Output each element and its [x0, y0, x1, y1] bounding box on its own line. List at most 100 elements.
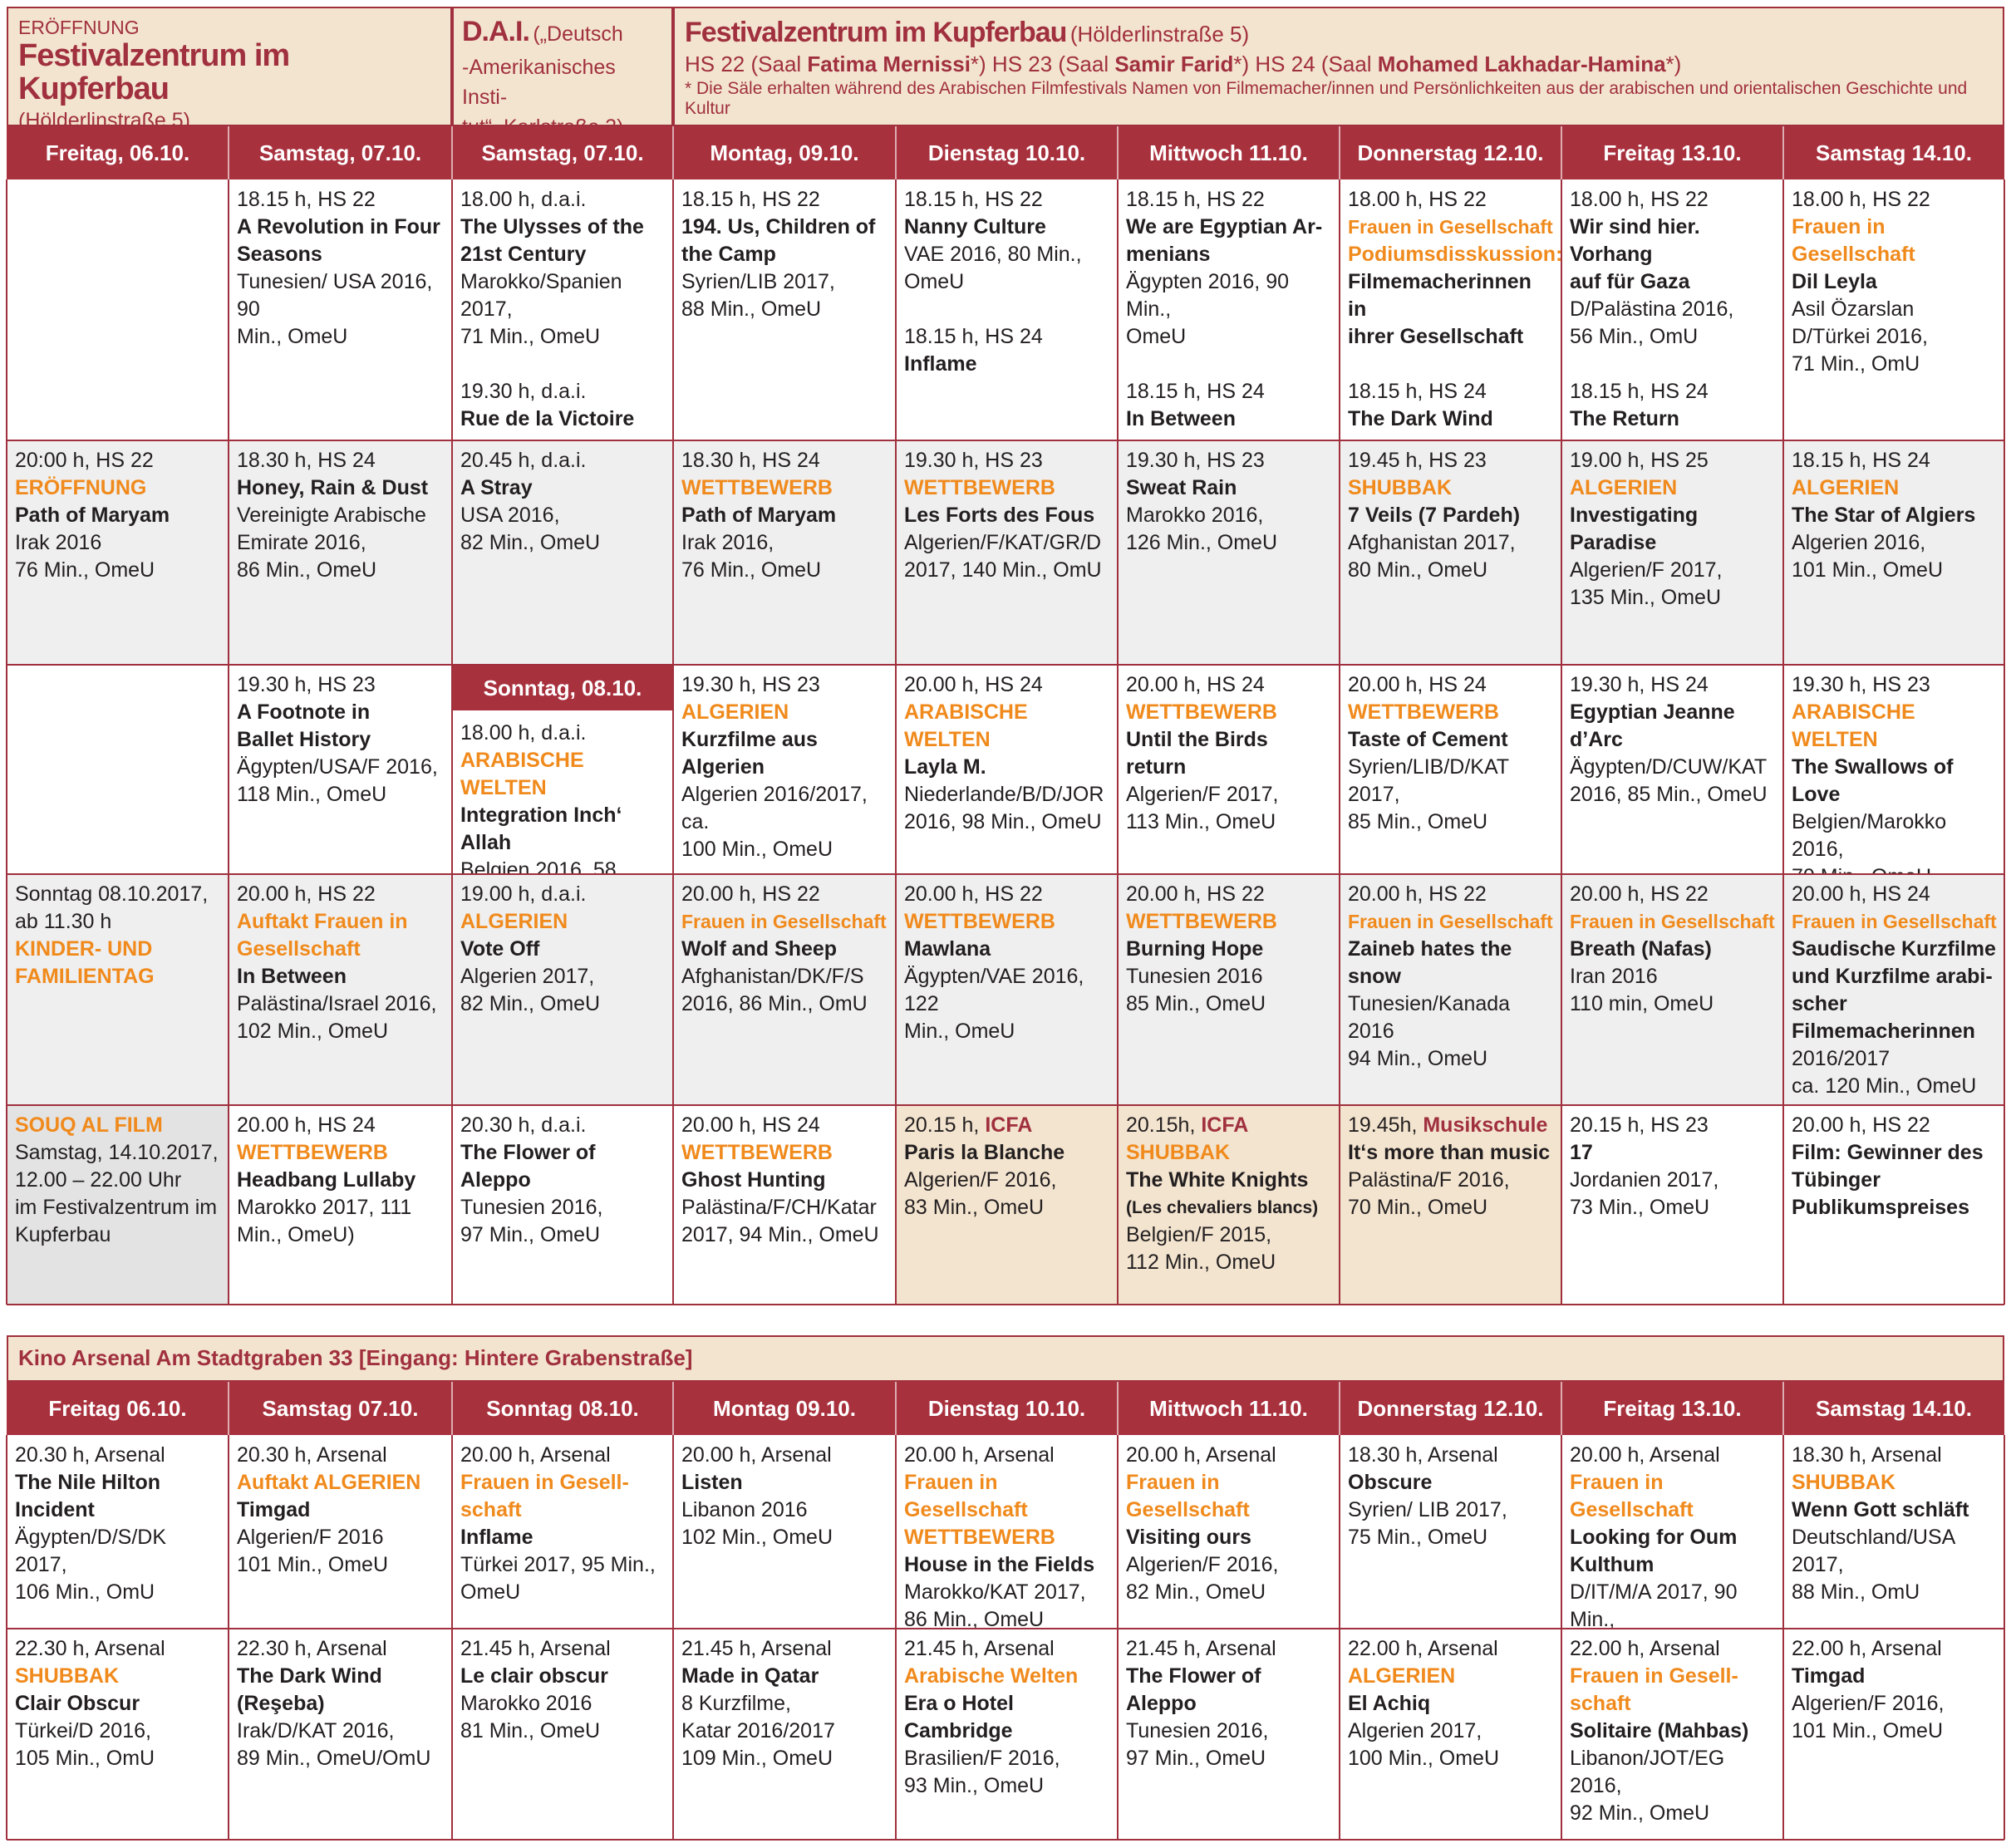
program-cell: 18.00 h, d.a.i. The Ulysses of the 21st Ce…: [452, 179, 673, 440]
grid-line: [1339, 1435, 1340, 1840]
section-label: WETTBEWERB: [237, 1141, 388, 1164]
spacer: [1126, 351, 1333, 378]
film-info: 2017, 140 Min., OmU: [904, 558, 1102, 582]
grid-line: [1561, 179, 1562, 1305]
film-info: Marokko 2017, 111: [237, 1196, 412, 1219]
film-info: Marokko 2016: [460, 1692, 592, 1715]
film-title: Path of Maryam: [681, 504, 837, 527]
section-label: WETTBEWERB: [904, 476, 1055, 499]
film-info: 70 Min., OmeU: [1348, 1196, 1488, 1219]
film-title: El Achiq: [1348, 1692, 1431, 1715]
section-label: Frauen in Gesellschaft: [1348, 911, 1553, 932]
program-cell: 20:00 h, HS 22 ERÖFFNUNG Path of Maryam Ira…: [7, 440, 229, 665]
day-header: Montag 09.10.: [713, 1396, 856, 1421]
film-info: 56 Min., OmU: [1570, 325, 1699, 348]
film-title: The Dark Wind: [1348, 407, 1493, 430]
film-title: Headbang Lullaby: [237, 1168, 416, 1192]
film-title: A Footnote in: [237, 700, 371, 724]
film-info: D/IT/M/A 2017, 90 Min.,: [1570, 1580, 1738, 1629]
program-cell: 20.00 h, HS 22 Frauen in Gesellschaft Wolf…: [673, 874, 896, 1105]
section-label: SHUBBAK: [1126, 1141, 1230, 1164]
film-title: Wenn Gott schläft: [1792, 1498, 1969, 1521]
hall-name-3: Mohamed Lakhadar-Hamina: [1377, 52, 1666, 76]
day-header: Freitag, 06.10.: [45, 140, 190, 165]
film-title: In Between: [1126, 407, 1236, 430]
film-info: OmeU: [1126, 325, 1187, 348]
film-info: Algerien/F 2016: [237, 1526, 384, 1549]
film-info: 88 Min., OmU: [1792, 1580, 1920, 1604]
day-header: Samstag, 07.10.: [258, 140, 422, 165]
film-info: Syrien/ LIB 2017,: [1348, 1498, 1507, 1521]
film-title: scher Filmemacherinnen: [1792, 992, 1975, 1043]
spacer: [1348, 351, 1555, 378]
film-title: Looking for Oum: [1570, 1526, 1738, 1549]
time-venue: 21.45 h, Arsenal: [681, 1637, 832, 1660]
time-venue: 19.30 h, d.a.i.: [460, 380, 587, 403]
film-info: 86 Min., OmeU: [904, 1608, 1045, 1629]
program-cell: 22.30 h, Arsenal SHUBBAK Clair Obscur Türke…: [7, 1629, 229, 1840]
film-info: 75 Min., OmeU: [1348, 1526, 1488, 1549]
film-info: Ägypten/USA/F 2016,: [237, 755, 438, 779]
grid-line: [451, 1435, 453, 1840]
section-label: WETTBEWERB: [681, 476, 833, 499]
section-label: FAMILIENTAG: [15, 965, 155, 988]
film-info: Marokko 2016,: [1126, 504, 1264, 527]
program-cell: Sonntag 08.10.2017, ab 11.30 h KINDER- UND…: [7, 874, 229, 1105]
program-cell: SOUQ AL FILM Samstag, 14.10.2017, 12.00 – …: [7, 1105, 229, 1305]
header-halls-title: Festivalzentrum im Kupferbau: [685, 17, 1067, 48]
section-label: SHUBBAK: [1348, 476, 1452, 499]
film-info: 86 Min., OmeU: [237, 558, 377, 582]
section-label: WETTBEWERB: [1126, 910, 1277, 933]
film-info: D/Türkei 2016,: [1792, 325, 1928, 348]
program-cell: 20.00 h, Arsenal Frauen in Gesell-schaft I…: [452, 1435, 673, 1629]
time-venue: 20.00 h, Arsenal: [1126, 1443, 1276, 1467]
time-venue: 19.45 h, HS 23: [1348, 449, 1487, 472]
film-title: Listen: [681, 1471, 743, 1494]
grid-line: [228, 1435, 229, 1840]
film-info: Ägypten/VAE 2016, 122: [904, 965, 1084, 1015]
film-info: Tunesien 2016,: [460, 1196, 603, 1219]
row-shade: [7, 440, 2004, 665]
film-title: Honey, Rain & Dust: [237, 476, 429, 499]
film-title: Inflame: [460, 1526, 533, 1549]
grid-line: [7, 664, 2004, 666]
time-venue: 20.00 h, HS 22: [904, 882, 1043, 906]
time-venue: 20.00 h, HS 22: [237, 882, 376, 906]
time-venue: 21.45 h, Arsenal: [904, 1637, 1055, 1660]
film-title: Ballet History: [237, 728, 371, 751]
grid-line: [895, 179, 897, 1305]
film-info: Palästina/F 2016,: [1348, 1168, 1510, 1192]
time: 20.15h,: [1126, 1113, 1202, 1137]
program-cell: 20.30 h, Arsenal The Nile Hilton Incident Ä…: [7, 1435, 229, 1629]
film-info: 80 Min., OmeU: [1348, 558, 1488, 582]
program-cell: 18.00 h, HS 22 Frauen in Gesellschaft Dil L…: [1783, 179, 2004, 440]
day-header-row: Freitag, 06.10. Samstag, 07.10. Samstag, 0…: [7, 126, 2004, 179]
film-info: Belgien/F 2015,: [1126, 1223, 1272, 1246]
film-info: Algerien 2016,: [1792, 531, 1926, 554]
time-venue: 18.00 h, HS 22: [1792, 188, 1930, 211]
film-info: Irak 2016: [15, 531, 102, 554]
program-cell: 20.00 h, Arsenal Frauen in Gesellschaft WE…: [896, 1435, 1118, 1629]
film-info: 76 Min., OmeU: [15, 558, 155, 582]
film-title: Investigating: [1570, 504, 1699, 527]
film-info: 70 Min., OmeU: [1792, 863, 1998, 874]
film-info: 93 Min., OmeU: [904, 1774, 1045, 1797]
program-cell: 20.15 h, ICFA Paris la Blanche Algerien/F …: [896, 1105, 1118, 1305]
icfa-shade: [1118, 1105, 1340, 1305]
film-info: Asil Özarslan: [1792, 297, 1915, 321]
time-venue: 21.45 h, Arsenal: [460, 1637, 611, 1660]
film-info: 106 Min., OmU: [15, 1580, 155, 1604]
time-venue: 20.30 h, Arsenal: [237, 1443, 387, 1467]
film-info: 110 min, OmeU: [1570, 992, 1714, 1015]
film-title: We are Egyptian Ar-: [1126, 215, 1323, 238]
section-label: WETTBEWERB: [681, 1141, 833, 1164]
day-header: Dienstag 10.10.: [927, 140, 1086, 165]
section-label: ALGERIEN: [1792, 476, 1900, 499]
program-cell: 22.00 h, Arsenal Frauen in Gesell-schaft S…: [1561, 1629, 1783, 1840]
venue-label: ICFA: [1201, 1113, 1249, 1137]
grid-line: [1561, 1435, 1562, 1840]
film-info: 81 Min., OmeU: [460, 1719, 601, 1742]
hall-name-2: Samir Farid: [1114, 52, 1234, 76]
program-cell: 20.15 h, HS 23 17 Jordanien 2017, 73 Min., …: [1561, 1105, 1783, 1305]
program-cell: 20.00 h, Arsenal Listen Libanon 2016 102 Mi…: [673, 1435, 896, 1629]
